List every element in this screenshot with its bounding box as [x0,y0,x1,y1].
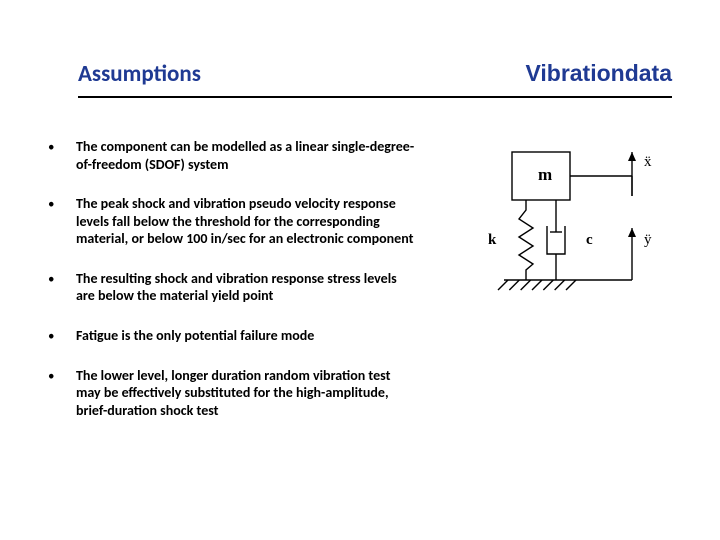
bullet-icon: • [48,327,76,345]
bullet-text: The peak shock and vibration pseudo velo… [76,195,418,248]
svg-text:k: k [488,232,497,248]
list-item: • The resulting shock and vibration resp… [48,270,418,305]
list-item: • The lower level, longer duration rando… [48,367,418,420]
bullet-icon: • [48,138,76,156]
list-item: • The component can be modelled as a lin… [48,138,418,173]
list-item: • The peak shock and vibration pseudo ve… [48,195,418,248]
list-item: • Fatigue is the only potential failure … [48,327,418,345]
bullet-text: The lower level, longer duration random … [76,367,418,420]
bullet-icon: • [48,270,76,288]
bullet-text: Fatigue is the only potential failure mo… [76,327,314,345]
slide-title: Assumptions [78,60,201,88]
sdof-diagram: m k c ẍ ÿ [460,144,670,319]
bullet-list: • The component can be modelled as a lin… [48,138,418,441]
svg-text:ẍ: ẍ [644,154,652,170]
bullet-icon: • [48,367,76,385]
svg-text:ÿ: ÿ [644,232,652,248]
bullet-text: The resulting shock and vibration respon… [76,270,418,305]
svg-text:m: m [538,165,552,184]
bullet-icon: • [48,195,76,213]
brand-label: Vibrationdata [525,60,672,87]
slide-header: Assumptions Vibrationdata [78,60,672,98]
bullet-text: The component can be modelled as a linea… [76,138,418,173]
svg-text:c: c [586,232,593,248]
